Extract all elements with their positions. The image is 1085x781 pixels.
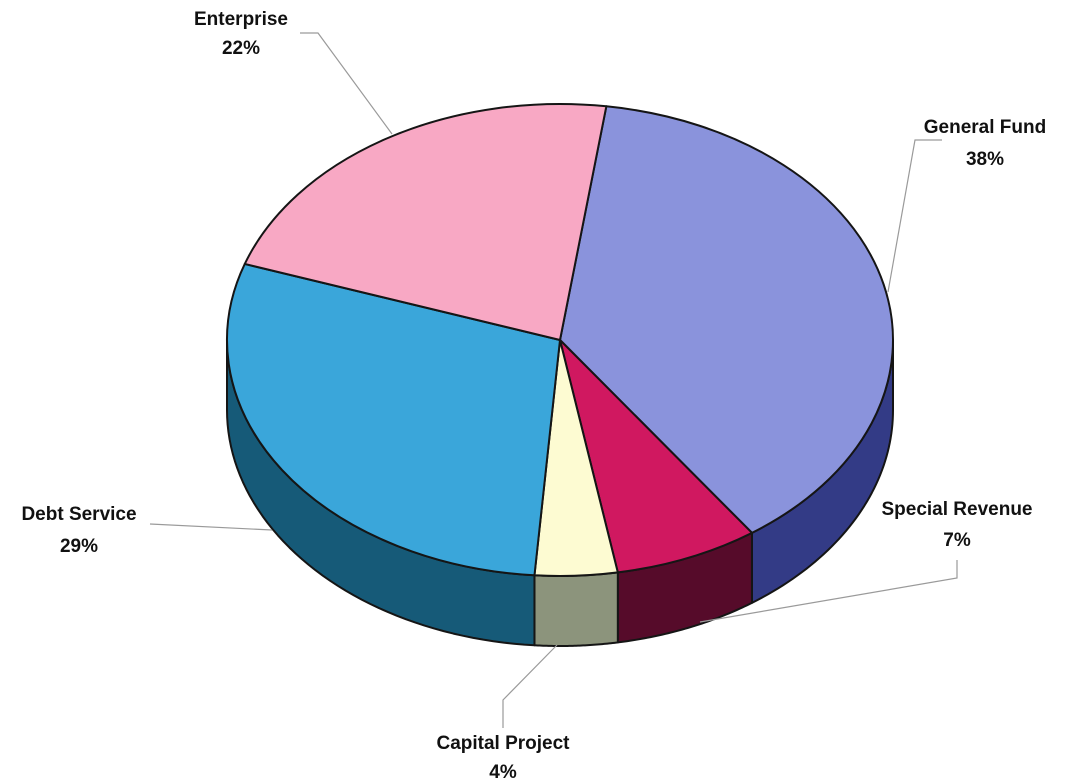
slice-labels: General Fund 38% Special Revenue 7% Capital … bbox=[21, 9, 1046, 781]
slice-enterprise bbox=[243, 103, 608, 341]
slice-value-enterprise: 22% bbox=[222, 38, 260, 59]
slice-value-debt-service: 29% bbox=[60, 536, 98, 557]
slice-label-enterprise: Enterprise bbox=[194, 9, 288, 30]
slice-label-capital-project: Capital Project bbox=[436, 733, 570, 754]
leader-line-enterprise bbox=[300, 32, 393, 135]
pie-sides bbox=[226, 339, 894, 647]
slice-value-capital-project: 4% bbox=[489, 762, 517, 781]
slice-label-debt-service: Debt Service bbox=[21, 504, 136, 525]
slice-value-general-fund: 38% bbox=[966, 149, 1004, 170]
side-capital-project bbox=[533, 571, 619, 647]
slice-label-special-revenue: Special Revenue bbox=[881, 499, 1032, 520]
leader-line-general-fund bbox=[887, 139, 942, 293]
leader-line-special-revenue bbox=[699, 560, 958, 623]
slice-label-general-fund: General Fund bbox=[924, 117, 1046, 138]
slice-special-revenue bbox=[559, 339, 753, 574]
slice-value-special-revenue: 7% bbox=[943, 530, 971, 551]
slice-general-fund bbox=[559, 105, 894, 534]
leader-lines bbox=[149, 32, 958, 728]
leader-line-capital-project bbox=[502, 644, 558, 728]
pie-faces bbox=[226, 103, 894, 577]
leader-line-debt-service bbox=[149, 523, 273, 531]
slice-debt-service bbox=[226, 262, 561, 577]
